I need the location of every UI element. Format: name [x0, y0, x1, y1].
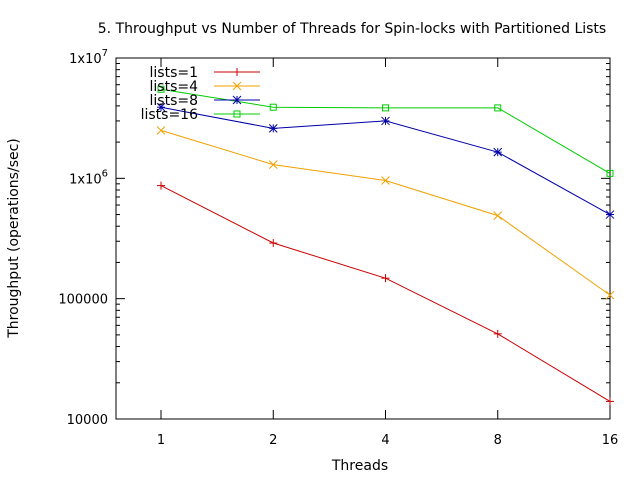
data-point: [493, 329, 502, 338]
data-point: [493, 147, 503, 157]
data-point: [382, 104, 389, 112]
data-point: [233, 110, 241, 118]
plot-frame: [115, 57, 611, 420]
data-point: [381, 116, 390, 126]
data-point: [268, 160, 278, 169]
series-layer: [156, 85, 615, 406]
data-point: [233, 68, 241, 76]
y-tick-label: 1x106: [69, 168, 108, 187]
y-tick-label: 100000: [58, 293, 108, 308]
legend-label: lists=4: [150, 79, 199, 95]
data-point: [381, 274, 390, 283]
data-point: [606, 397, 614, 406]
legend-item: lists=4: [150, 79, 260, 95]
data-point: [381, 176, 390, 185]
data-point: [605, 290, 615, 300]
x-tick-label: 8: [494, 433, 502, 448]
series-lists=1: [157, 181, 614, 406]
data-point: [269, 103, 277, 111]
data-point: [156, 126, 166, 135]
x-tick-label: 4: [381, 433, 389, 448]
data-point: [157, 181, 165, 190]
x-tick-label: 1: [157, 433, 165, 448]
data-point: [494, 104, 502, 112]
y-tick-label: 1x107: [69, 48, 108, 67]
legend-label: lists=16: [141, 107, 198, 123]
x-tick-label: 16: [602, 433, 619, 448]
data-point: [493, 211, 503, 220]
data-point: [232, 81, 242, 91]
data-point: [269, 239, 278, 248]
data-point: [268, 124, 278, 133]
series-lists=8: [156, 102, 615, 219]
series-line: [160, 88, 611, 174]
axis-ticks: 10000 100000 1x106 1x107 1 2 4 8 16: [58, 48, 618, 448]
legend-label: lists=8: [150, 93, 199, 109]
data-point: [157, 85, 165, 93]
chart-title: 5. Throughput vs Number of Threads for S…: [98, 21, 606, 37]
legend-item: lists=8: [150, 93, 260, 109]
legend-item: lists=16: [141, 107, 260, 123]
data-point: [605, 210, 615, 219]
data-point: [156, 102, 166, 112]
x-tick-label: 2: [269, 433, 277, 448]
y-tick-label: 10000: [67, 413, 108, 428]
data-point: [606, 169, 614, 177]
data-point: [232, 95, 242, 105]
y-axis-label: Throughput (operations/sec): [6, 138, 22, 339]
series-lists=4: [156, 126, 615, 300]
series-line: [160, 129, 611, 296]
legend-label: lists=1: [150, 65, 199, 81]
legend-item: lists=1: [150, 65, 260, 81]
x-axis-label: Threads: [331, 458, 388, 474]
series-line: [160, 185, 611, 402]
